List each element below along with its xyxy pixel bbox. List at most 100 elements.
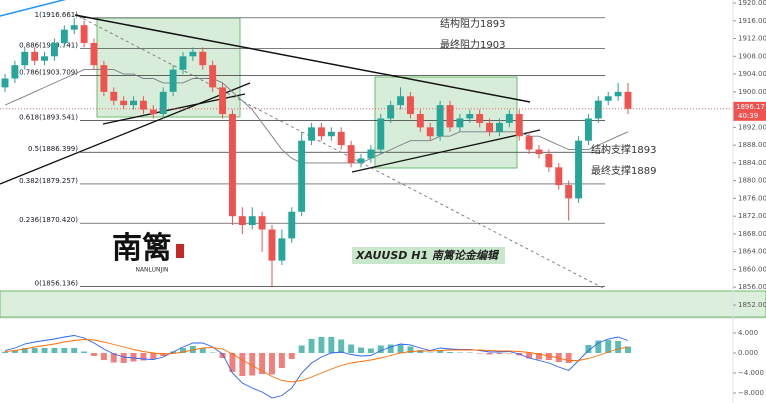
histogram-bar bbox=[41, 348, 48, 353]
trend-line bbox=[0, 0, 67, 17]
histogram-bar bbox=[526, 353, 533, 359]
candle-body bbox=[367, 149, 375, 159]
trend-line bbox=[74, 14, 531, 103]
candle-body bbox=[406, 96, 414, 115]
annotation: 最终支撑1889 bbox=[591, 164, 656, 177]
candle-body bbox=[50, 42, 58, 57]
countdown: 40:39 bbox=[738, 112, 758, 120]
histogram-bar bbox=[21, 348, 28, 353]
histogram-bar bbox=[585, 345, 592, 353]
histogram-bar bbox=[338, 339, 345, 353]
logo-subtext: NANLUNJIN bbox=[135, 267, 168, 274]
y-tick-label: 1852.000 bbox=[738, 301, 766, 309]
logo: 南篱 bbox=[112, 231, 172, 266]
annotation: 最终阻力1903 bbox=[440, 38, 505, 51]
histogram-bar bbox=[466, 352, 473, 353]
fib-label: 0.382(1879.257) bbox=[19, 177, 78, 185]
candle-body bbox=[60, 29, 68, 43]
fib-label: 0.886(1909.741) bbox=[19, 42, 78, 50]
histogram-bar bbox=[595, 340, 602, 353]
histogram-bar bbox=[565, 353, 572, 363]
candle-body bbox=[268, 229, 276, 261]
histogram-bar bbox=[417, 350, 424, 353]
histogram-bar bbox=[625, 346, 631, 353]
candle-body bbox=[426, 127, 434, 137]
candle-body bbox=[21, 51, 29, 66]
candle-body bbox=[505, 114, 513, 123]
y-tick-label: 0.000 bbox=[738, 349, 758, 357]
candle-body bbox=[169, 69, 177, 92]
histogram-bar bbox=[328, 337, 335, 353]
histogram-bar bbox=[358, 347, 364, 353]
annotation: 结构支撑1893 bbox=[591, 143, 656, 156]
candle-body bbox=[456, 118, 464, 128]
histogram-bar bbox=[486, 353, 493, 355]
candle-body bbox=[179, 56, 187, 70]
y-tick-label: 1900.000 bbox=[738, 88, 766, 96]
trend-line-dashed bbox=[77, 15, 606, 290]
candle-body bbox=[387, 105, 395, 119]
histogram-bar bbox=[456, 352, 463, 353]
histogram-bar bbox=[100, 353, 107, 360]
histogram-bar bbox=[496, 353, 503, 354]
candle-body bbox=[476, 114, 484, 123]
histogram-bar bbox=[120, 353, 127, 363]
histogram-bar bbox=[536, 353, 542, 360]
candle-body bbox=[159, 91, 167, 115]
histogram-bar bbox=[308, 339, 315, 353]
histogram-bar bbox=[249, 353, 256, 376]
symbol-label: XAUUSD H1 南篱论金编辑 bbox=[355, 249, 500, 262]
fib-label: 0.786(1903.709) bbox=[19, 68, 78, 76]
histogram-bar bbox=[31, 348, 38, 353]
histogram-bar bbox=[397, 344, 404, 353]
candle-body bbox=[466, 114, 474, 119]
y-tick-label: 1868.000 bbox=[738, 230, 766, 238]
macd-line bbox=[4, 339, 629, 383]
histogram-bar bbox=[298, 345, 305, 353]
candle-body bbox=[446, 105, 454, 128]
histogram-bar bbox=[407, 346, 414, 353]
candle-body bbox=[130, 100, 138, 106]
histogram-bar bbox=[11, 350, 18, 353]
histogram-bar bbox=[140, 353, 147, 361]
fib-label: 1(1916.661) bbox=[35, 11, 79, 19]
histogram-bar bbox=[2, 352, 8, 353]
histogram-bar bbox=[239, 353, 246, 376]
candle-body bbox=[575, 140, 583, 199]
histogram-bar bbox=[377, 345, 384, 353]
candle-body bbox=[614, 91, 622, 97]
candle-body bbox=[228, 114, 236, 217]
candle-body bbox=[149, 109, 157, 115]
fib-label: 0(1856.136) bbox=[35, 280, 79, 288]
candle-body bbox=[377, 118, 385, 150]
histogram-bar bbox=[209, 352, 216, 353]
y-tick-label: 4.000 bbox=[738, 329, 758, 337]
fib-label: 0.5(1886.399) bbox=[28, 145, 78, 153]
candle-body bbox=[219, 87, 227, 115]
y-tick-label: 1884.000 bbox=[738, 159, 766, 167]
histogram-bar bbox=[447, 352, 453, 353]
histogram-bar bbox=[437, 350, 444, 353]
histogram-bar bbox=[91, 353, 97, 356]
annotation: 结构阻力1893 bbox=[440, 17, 505, 30]
candle-body bbox=[337, 131, 345, 146]
candle-body bbox=[555, 167, 563, 186]
candle-body bbox=[90, 42, 98, 66]
y-tick-label: 1892.000 bbox=[738, 123, 766, 131]
candle-body bbox=[535, 149, 543, 154]
histogram-bar bbox=[150, 353, 157, 360]
candle-body bbox=[80, 25, 88, 43]
histogram-bar bbox=[199, 348, 206, 353]
candle-body bbox=[31, 51, 39, 61]
candle-body bbox=[110, 91, 118, 101]
logo-seal bbox=[176, 244, 184, 258]
support-zone bbox=[0, 290, 766, 318]
histogram-bar bbox=[81, 351, 88, 353]
histogram-bar bbox=[110, 353, 117, 363]
candle-body bbox=[238, 216, 246, 226]
histogram-bar bbox=[180, 348, 186, 353]
histogram-bar bbox=[189, 346, 196, 353]
candle-body bbox=[278, 238, 286, 261]
candle-body bbox=[199, 51, 207, 66]
histogram-bar bbox=[605, 340, 612, 353]
